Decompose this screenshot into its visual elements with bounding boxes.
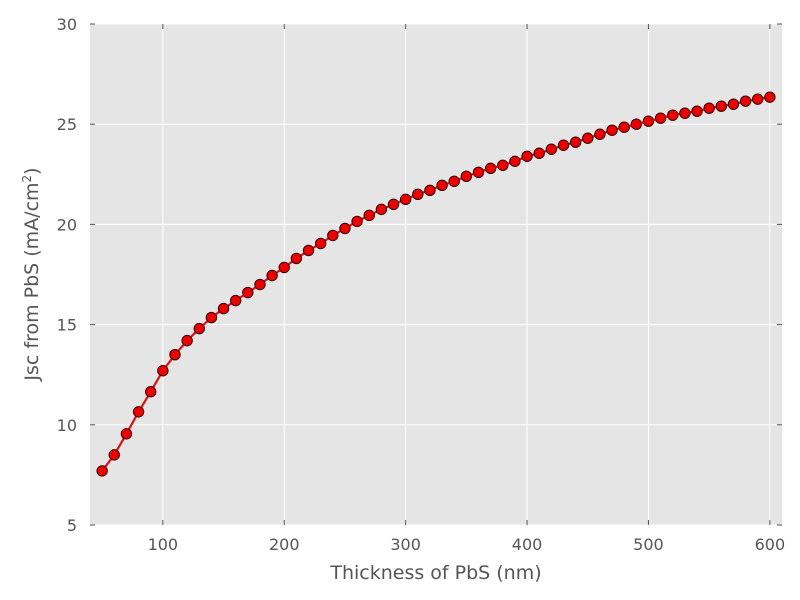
data-point xyxy=(691,105,703,117)
data-point xyxy=(521,150,533,162)
data-point xyxy=(108,449,120,461)
data-point xyxy=(181,334,193,347)
data-point xyxy=(290,252,303,265)
y-tick-label: 30 xyxy=(57,15,77,34)
data-point xyxy=(630,118,643,130)
data-point xyxy=(120,428,133,440)
data-point xyxy=(484,162,497,174)
data-point xyxy=(266,269,278,282)
data-point xyxy=(205,311,218,324)
data-point xyxy=(254,278,266,291)
data-point xyxy=(448,175,460,188)
grid xyxy=(90,23,782,526)
y-tick-label: 10 xyxy=(57,416,77,435)
data-point xyxy=(132,406,145,418)
y-tick-label: 15 xyxy=(57,316,77,335)
y-tick-label: 20 xyxy=(57,215,77,234)
data-point xyxy=(96,465,108,477)
data-point xyxy=(606,124,618,136)
data-point xyxy=(533,147,545,159)
data-point xyxy=(169,348,181,361)
x-tick-label: 200 xyxy=(269,535,300,554)
data-point xyxy=(764,91,776,103)
x-tick-label: 500 xyxy=(633,535,664,554)
tick-labels: 100 200 300 400 500 600 5 10 15 20 25 30 xyxy=(57,15,785,554)
data-point xyxy=(727,98,740,110)
data-point xyxy=(436,179,448,192)
data-point xyxy=(193,322,205,335)
axis-ticks xyxy=(90,23,782,526)
x-axis-label: Thickness of PbS (nm) xyxy=(329,562,541,584)
data-point xyxy=(278,261,290,274)
data-point xyxy=(569,136,582,148)
data-markers xyxy=(96,91,776,477)
data-point xyxy=(703,102,715,114)
data-point xyxy=(752,93,764,105)
data-point xyxy=(242,286,254,299)
data-point xyxy=(399,193,412,206)
data-point xyxy=(363,209,375,222)
data-point xyxy=(618,121,630,133)
y-axis-label-end: ) xyxy=(21,167,43,174)
data-point xyxy=(654,112,667,124)
y-axis-label-main: Jsc from PbS (mA/cm xyxy=(21,182,43,381)
data-point xyxy=(302,244,315,257)
plot-area xyxy=(90,24,782,525)
data-point xyxy=(667,109,679,121)
data-point xyxy=(375,203,388,216)
data-point xyxy=(545,143,558,155)
data-point xyxy=(387,198,400,211)
data-point xyxy=(497,159,509,171)
data-point xyxy=(314,237,327,250)
data-point xyxy=(594,128,606,140)
data-point xyxy=(472,166,485,178)
y-axis-label-superscript: 2 xyxy=(20,175,34,183)
x-tick-label: 300 xyxy=(390,535,421,554)
y-tick-label: 25 xyxy=(57,115,77,134)
data-point xyxy=(557,139,570,151)
data-point xyxy=(327,229,339,242)
data-point xyxy=(339,222,351,235)
data-point xyxy=(229,294,242,307)
data-point xyxy=(424,184,436,197)
data-point xyxy=(412,188,424,201)
data-point xyxy=(642,115,655,127)
data-point xyxy=(157,364,169,377)
data-point xyxy=(509,155,521,167)
data-point xyxy=(460,170,473,183)
data-point xyxy=(582,132,594,144)
y-tick-label: 5 xyxy=(67,516,77,535)
x-tick-label: 400 xyxy=(512,535,543,554)
x-tick-label: 100 xyxy=(148,535,179,554)
data-point xyxy=(351,215,363,228)
y-axis-label: Jsc from PbS (mA/cm2) xyxy=(20,167,43,381)
data-point xyxy=(715,100,727,112)
data-point xyxy=(679,107,691,119)
data-point xyxy=(217,302,230,315)
data-point xyxy=(739,95,752,107)
x-tick-label: 600 xyxy=(755,535,786,554)
data-point xyxy=(145,386,157,398)
